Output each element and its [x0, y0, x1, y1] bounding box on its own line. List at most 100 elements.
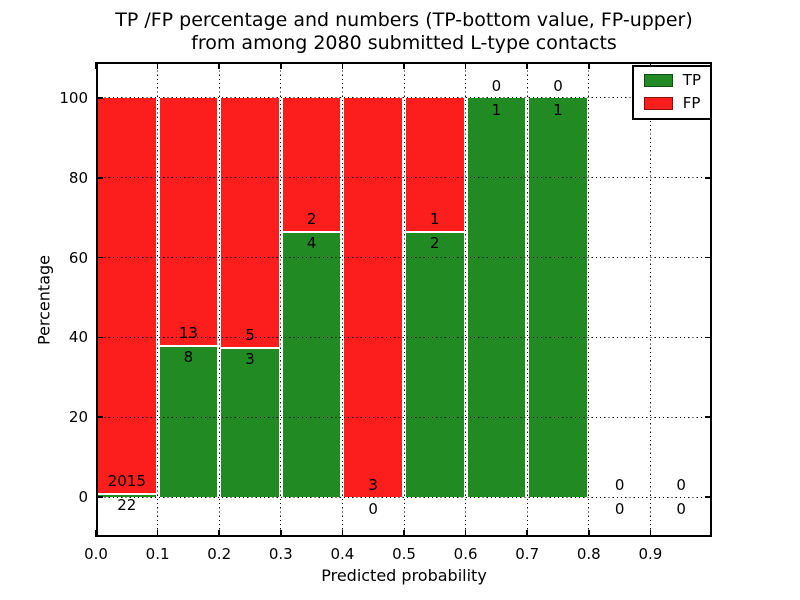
tp-bar-segment — [282, 230, 341, 498]
fp-count-label: 2 — [306, 209, 317, 228]
x-tick-bottom — [341, 530, 344, 537]
x-tick-top — [280, 62, 282, 69]
tp-color-swatch — [643, 74, 673, 87]
x-tick-bottom — [403, 530, 405, 537]
y-tick-label: 20 — [68, 408, 88, 427]
y-tick-label: 0 — [78, 488, 88, 507]
vertical-gridline — [341, 62, 343, 537]
y-tick-left — [96, 97, 103, 99]
fp-color-swatch — [643, 97, 673, 110]
x-tick-label: 0.4 — [330, 545, 355, 563]
fp-bar-segment — [282, 97, 341, 231]
y-tick-left — [96, 176, 103, 179]
x-tick-bottom — [280, 530, 282, 537]
y-tick-right — [705, 256, 712, 259]
x-tick-label: 0.0 — [84, 545, 108, 563]
fp-count-label: 0 — [614, 476, 625, 495]
x-tick-top — [156, 62, 159, 69]
fp-count-label: 0 — [553, 76, 563, 95]
fp-count-label: 5 — [245, 326, 255, 345]
fp-count-label: 13 — [178, 324, 198, 343]
y-tick-label: 60 — [68, 248, 88, 267]
horizontal-gridline — [96, 496, 712, 498]
x-tick-top — [341, 62, 344, 69]
tp-count-label: 3 — [245, 350, 255, 369]
x-tick-label: 0.2 — [207, 545, 232, 563]
vertical-gridline — [526, 62, 528, 537]
y-tick-label: 80 — [68, 168, 88, 187]
x-tick-label: 0.9 — [638, 545, 663, 563]
chart-title: TP /FP percentage and numbers (TP-bottom… — [115, 9, 693, 54]
x-tick-top — [588, 62, 590, 69]
tp-count-label: 1 — [553, 100, 563, 119]
fp-count-label: 3 — [368, 476, 378, 495]
y-tick-right — [705, 416, 712, 419]
x-tick-label: 0.5 — [392, 545, 416, 563]
vertical-gridline — [649, 62, 651, 537]
fp-count-label: 0 — [676, 476, 686, 495]
tp-count-label: 8 — [183, 348, 194, 367]
y-tick-right — [705, 176, 712, 179]
horizontal-gridlines — [96, 62, 712, 537]
tp-count-label: 0 — [614, 500, 625, 519]
x-tick-bottom — [218, 530, 220, 537]
legend-label-fp: FP — [682, 94, 701, 112]
y-tick-left — [96, 496, 103, 498]
tp-bar-segment — [159, 345, 218, 498]
vertical-gridline — [588, 62, 590, 537]
x-tick-bottom — [156, 530, 159, 537]
bars-layer — [96, 62, 712, 537]
legend-label-tp: TP — [682, 71, 701, 89]
tick-marks — [95, 62, 712, 537]
fp-bar-segment — [98, 97, 156, 493]
x-tick-bottom — [95, 530, 97, 537]
x-tick-top — [526, 62, 528, 69]
y-tick-left — [96, 416, 103, 419]
horizontal-gridline — [96, 257, 712, 259]
x-tick-bottom — [588, 530, 590, 537]
x-tick-bottom — [526, 530, 528, 537]
tp-bar-segment — [221, 347, 279, 498]
tp-count-label: 22 — [117, 495, 137, 514]
horizontal-gridline — [96, 416, 712, 418]
legend: TP FP — [631, 65, 712, 120]
vertical-gridlines — [96, 62, 712, 537]
y-tick-label: 100 — [59, 88, 88, 107]
horizontal-gridline — [96, 177, 712, 179]
x-tick-label: 0.1 — [145, 545, 170, 563]
x-tick-top — [218, 62, 220, 69]
x-tick-top — [95, 62, 97, 69]
fp-bar-segment — [159, 97, 218, 346]
tp-count-label: 2 — [430, 233, 440, 252]
x-tick-bottom — [649, 530, 652, 537]
fp-bar-segment — [344, 97, 402, 498]
tp-bar-segment — [467, 97, 526, 498]
vertical-gridline — [280, 62, 282, 537]
legend-item-fp: FP — [643, 94, 701, 112]
y-tick-right — [705, 336, 712, 339]
fp-bar-segment — [221, 97, 279, 348]
fp-bar-segment — [406, 97, 464, 231]
vertical-gridline — [157, 62, 159, 537]
y-tick-label: 40 — [68, 328, 88, 347]
fp-count-label: 1 — [430, 209, 440, 228]
horizontal-gridline — [96, 336, 712, 338]
x-axis-label: Predicted probability — [321, 566, 487, 585]
horizontal-gridline — [96, 97, 712, 99]
x-tick-label: 0.3 — [268, 545, 293, 563]
tp-count-label: 0 — [676, 500, 686, 519]
bar-annotations: 2015 22 13 8 5 3 2 4 3 0 1 2 0 1 0 1 0 0 0 0 — [96, 62, 712, 537]
tp-bar-segment — [406, 230, 464, 498]
y-tick-left — [96, 256, 103, 259]
vertical-gridline — [218, 62, 220, 537]
fp-count-label: 0 — [491, 76, 502, 95]
y-tick-left — [96, 336, 103, 339]
y-tick-right — [705, 496, 712, 498]
x-tick-label: 0.6 — [453, 545, 478, 563]
tp-bar-segment — [98, 492, 156, 498]
plot-area: 2015 22 13 8 5 3 2 4 3 0 1 2 0 1 0 1 0 0 0 0 TP FP — [95, 62, 712, 537]
fp-count-label: 2015 — [107, 471, 146, 490]
tp-count-label: 0 — [368, 500, 378, 519]
tp-count-label: 1 — [491, 100, 502, 119]
